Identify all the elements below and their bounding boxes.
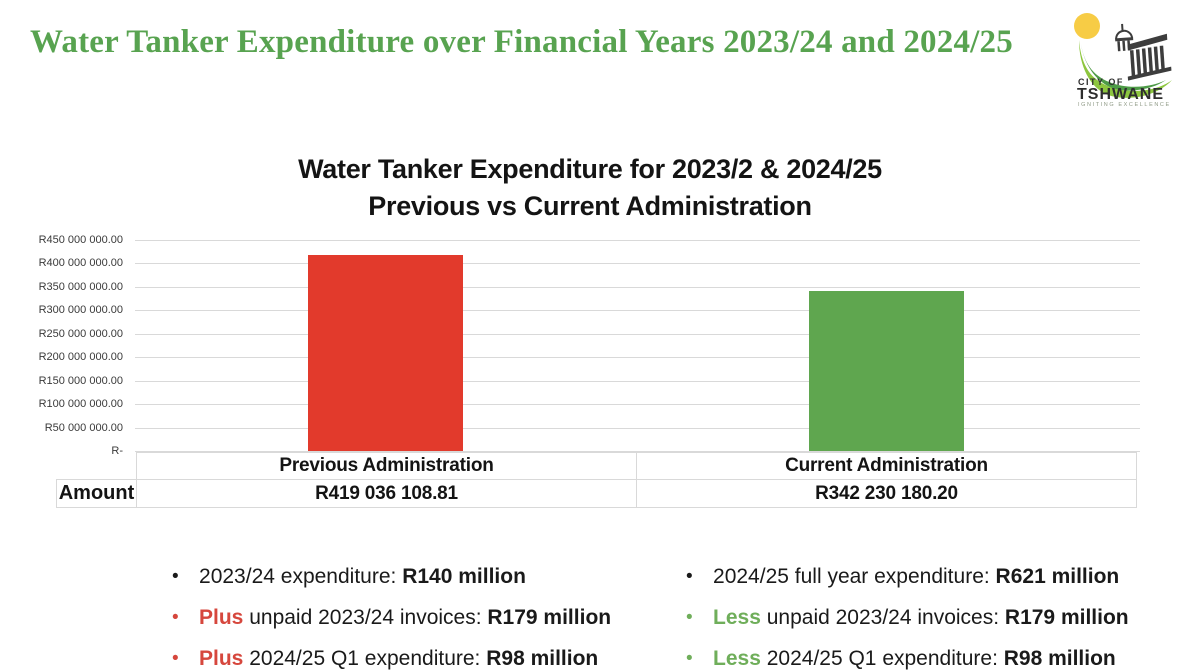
- gridline: [135, 310, 1140, 312]
- bullet-prefix: Less: [713, 606, 761, 629]
- bullet-amount: R140 million: [402, 565, 526, 588]
- list-item: • Plus unpaid 2023/24 invoices: R179 mill…: [137, 582, 611, 654]
- slide-title: Water Tanker Expenditure over Financial …: [30, 24, 1013, 60]
- bullet-amount: R179 million: [487, 606, 612, 629]
- bullet-icon: •: [686, 607, 693, 628]
- y-axis-tick-label: R350 000 000.00: [38, 280, 123, 293]
- gridline: [135, 427, 1140, 429]
- gridline: [135, 451, 1140, 452]
- logo-tshwane-text: TSHWANE: [1077, 86, 1164, 103]
- bullet-icon: •: [172, 607, 179, 628]
- bullet-icon: •: [172, 566, 179, 587]
- gridline: [135, 357, 1140, 359]
- bullet-icon: •: [686, 566, 693, 587]
- logo-city-of-text: CITY OF: [1078, 77, 1124, 87]
- logo-building-icon: [1115, 23, 1172, 81]
- y-axis-tick-label: R300 000 000.00: [38, 304, 123, 317]
- gridline: [135, 263, 1140, 265]
- chart-title-line1: Water Tanker Expenditure for 2023/2 & 20…: [298, 154, 882, 184]
- tshwane-logo-graphic: CITY OF TSHWANE IGNITING EXCELLENCE: [1074, 13, 1172, 108]
- logo-tagline-text: IGNITING EXCELLENCE: [1078, 102, 1171, 108]
- y-axis-tick-label: R-: [111, 445, 123, 457]
- bullet-amount: R621 million: [995, 565, 1120, 588]
- table-header-current-administration: Current Administration: [636, 452, 1137, 480]
- list-item: • 2024/25 full year expenditure: R621 mil…: [651, 541, 1119, 613]
- gridline: [135, 333, 1140, 335]
- bullet-text: unpaid 2023/24 invoices:: [760, 606, 1005, 629]
- bullet-prefix: Less: [713, 647, 761, 670]
- bullet-text: 2024/25 Q1 expenditure:: [243, 647, 487, 670]
- bullet-text: 2024/25 Q1 expenditure:: [760, 647, 1004, 670]
- bar-previous-administration: [308, 254, 463, 451]
- logo-swoosh-light: [1079, 40, 1172, 98]
- logo-swoosh-dark: [1081, 44, 1166, 91]
- logo-sun-icon: [1074, 13, 1100, 39]
- table-row-label-amount: Amount: [56, 479, 137, 508]
- y-axis-tick-label: R400 000 000.00: [38, 257, 123, 270]
- bullet-amount: R98 million: [486, 647, 599, 670]
- chart-title-line2: Previous vs Current Administration: [368, 191, 812, 221]
- y-axis-tick-label: R150 000 000.00: [38, 374, 123, 387]
- list-item: • Plus 2024/25 Q1 expenditure: R98 millio…: [137, 623, 598, 671]
- y-axis-tick-label: R250 000 000.00: [38, 327, 123, 340]
- table-value-current-administration: R342 230 180.20: [636, 479, 1137, 508]
- y-axis-tick-label: R50 000 000.00: [44, 421, 123, 434]
- list-item: • 2023/24 expenditure: R140 million: [137, 541, 526, 613]
- list-item: • Less 2024/25 Q1 expenditure: R98 millio…: [651, 623, 1116, 671]
- y-axis-tick-label: R100 000 000.00: [38, 398, 123, 411]
- gridline: [135, 380, 1140, 382]
- table-value-previous-administration: R419 036 108.81: [136, 479, 637, 508]
- bullet-prefix: Plus: [199, 647, 244, 670]
- bullet-text: unpaid 2023/24 invoices:: [243, 606, 488, 629]
- gridline: [135, 240, 1140, 241]
- bullet-text: 2023/24 expenditure:: [199, 565, 403, 588]
- bullet-amount: R98 million: [1003, 647, 1116, 670]
- y-axis-tick-label: R200 000 000.00: [38, 351, 123, 364]
- chart-title: Water Tanker Expenditure for 2023/2 & 20…: [40, 151, 1140, 225]
- table-header-previous-administration: Previous Administration: [136, 452, 637, 480]
- city-of-tshwane-logo: CITY OF TSHWANE IGNITING EXCELLENCE: [1066, 6, 1178, 108]
- bullet-icon: •: [172, 648, 179, 669]
- bullet-text: 2024/25 full year expenditure:: [713, 565, 996, 588]
- gridline: [135, 286, 1140, 288]
- bullet-prefix: Plus: [199, 606, 244, 629]
- list-item: • Less unpaid 2023/24 invoices: R179 mill…: [651, 582, 1129, 654]
- bar-current-administration: [809, 290, 964, 451]
- gridline: [135, 404, 1140, 406]
- bullet-amount: R179 million: [1004, 606, 1129, 629]
- bullet-icon: •: [686, 648, 693, 669]
- y-axis-tick-label: R450 000 000.00: [38, 234, 123, 246]
